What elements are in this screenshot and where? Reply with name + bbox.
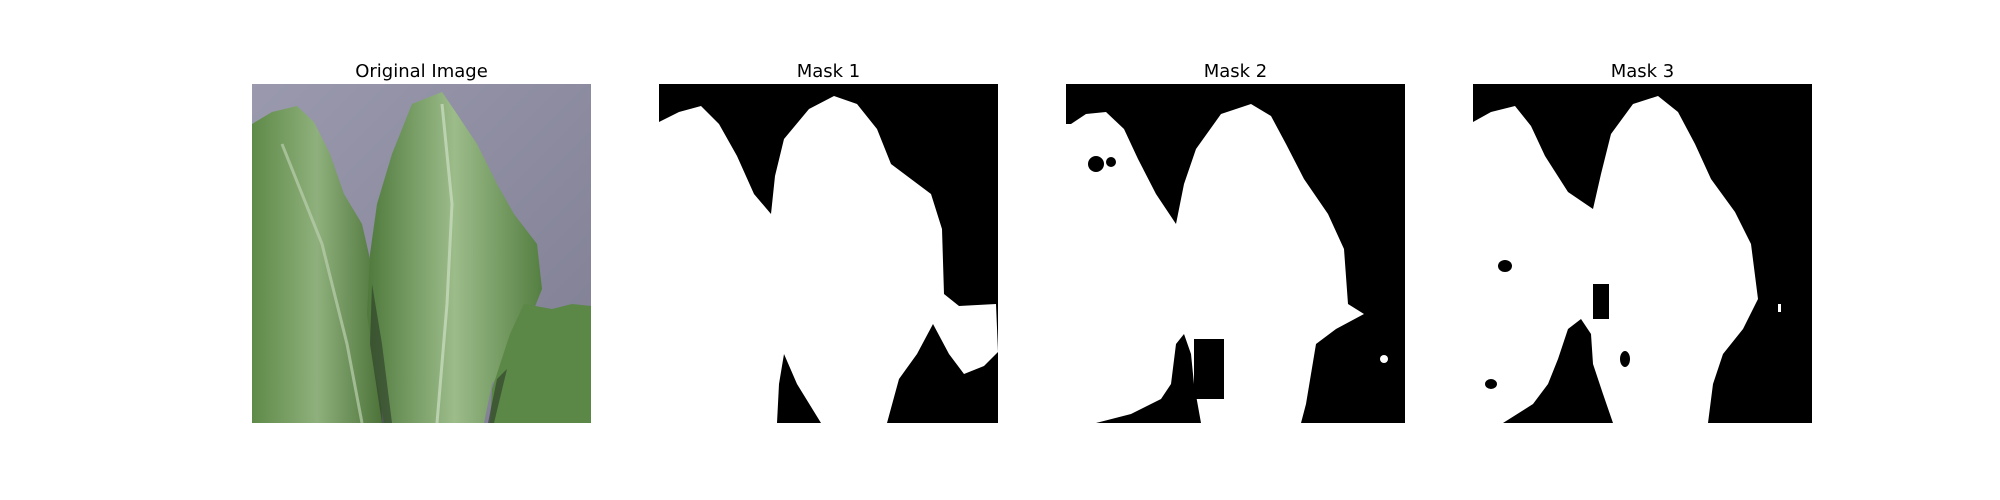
panel-title: Mask 3 [1610,61,1675,82]
panel-title: Original Image [355,61,488,82]
mask-gap [1194,339,1224,399]
leaf-left [252,106,382,423]
leaf-left-midrib [280,143,364,423]
leaf-right [490,304,591,423]
mask-2-image [1066,84,1405,423]
leaf-center [367,92,542,423]
mask-hole [1498,260,1512,272]
shadow-gap-right [488,369,507,423]
mask-3-image [1473,84,1812,423]
mask-hole [1620,351,1630,367]
mask-1-image [659,84,998,423]
mask-2 [1066,84,1405,423]
panel-mask-1: Mask 1 [659,60,998,423]
panel-mask-3: Mask 3 [1473,60,1812,423]
leaf-center-midrib [435,103,454,423]
original-image [252,84,591,423]
mask-foreground [659,96,998,423]
panel-mask-2: Mask 2 [1066,60,1405,423]
mask-3 [1473,84,1812,423]
panel-title: Mask 1 [796,61,861,82]
mask-foreground [1066,104,1364,423]
mask-speck [1380,355,1388,363]
mask-hole [1485,379,1497,389]
mask-foreground [1473,96,1758,423]
panel-title: Mask 2 [1203,61,1268,82]
shadow-gap [370,284,392,423]
mask-hole [1106,157,1116,167]
mask-hole [1088,156,1104,172]
leaf-photo [252,84,591,423]
mask-1 [659,84,998,423]
panel-original-image: Original Image [252,60,591,423]
mask-speck [1778,304,1781,312]
mask-gap [1593,284,1609,319]
